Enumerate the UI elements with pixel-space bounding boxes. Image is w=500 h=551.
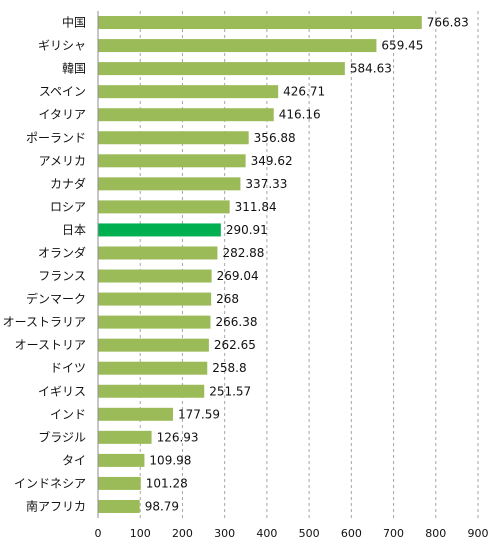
category-label: 南アフリカ — [26, 498, 86, 513]
x-tick-label: 500 — [299, 527, 320, 540]
value-label: 109.98 — [149, 453, 191, 467]
bar — [98, 361, 208, 375]
bar — [98, 338, 209, 352]
category-label: オランダ — [38, 245, 86, 260]
category-label: アメリカ — [39, 154, 86, 168]
x-tick-label: 400 — [256, 527, 277, 540]
bar — [98, 246, 218, 260]
bar — [98, 315, 211, 329]
bar — [98, 16, 422, 30]
category-label: タイ — [62, 453, 86, 467]
bar — [98, 200, 230, 214]
category-label: カナダ — [50, 176, 86, 191]
category-label: イタリア — [38, 108, 86, 122]
bar — [98, 85, 279, 99]
value-label: 269.04 — [217, 269, 259, 283]
x-tick-label: 200 — [172, 527, 193, 540]
bar — [98, 62, 345, 76]
value-label: 98.79 — [145, 499, 179, 513]
bar — [98, 407, 173, 421]
category-label: ドイツ — [50, 361, 86, 375]
value-label: 311.84 — [235, 200, 277, 214]
category-label: フランス — [38, 269, 86, 283]
category-label: インド — [50, 407, 86, 421]
category-label: 日本 — [62, 223, 86, 237]
category-label: インドネシア — [14, 476, 86, 490]
bar — [98, 453, 145, 467]
value-label: 290.91 — [226, 223, 268, 237]
x-tick-labels: 0 100 200 300 400 500 600 700 800 900 — [95, 527, 489, 540]
value-label: 262.65 — [214, 338, 256, 352]
category-label: イギリス — [38, 384, 86, 398]
value-label: 282.88 — [222, 246, 264, 260]
category-label: ブラジル — [38, 429, 86, 444]
category-label: オーストリア — [15, 338, 86, 352]
value-label: 337.33 — [245, 177, 287, 191]
category-label: 中国 — [62, 15, 86, 30]
x-tick-label: 800 — [425, 527, 446, 540]
value-label: 258.8 — [212, 361, 246, 375]
category-label: ロシア — [50, 200, 86, 214]
category-labels: 中国ギリシャ韓国スペインイタリアポーランドアメリカカナダロシア日本オランダフラン… — [3, 15, 86, 514]
x-tick-label: 900 — [468, 527, 489, 540]
bar — [98, 476, 141, 490]
category-label: オーストラリア — [3, 315, 86, 329]
value-label: 584.63 — [350, 62, 392, 76]
value-label: 251.57 — [209, 384, 251, 398]
category-label: デンマーク — [26, 291, 86, 306]
bar — [98, 177, 241, 191]
bar — [98, 108, 274, 122]
value-label: 126.93 — [157, 430, 199, 444]
bar — [98, 223, 221, 237]
x-tick-label: 300 — [214, 527, 235, 540]
value-label: 101.28 — [146, 476, 188, 490]
bar — [98, 154, 246, 168]
value-label: 266.38 — [215, 315, 257, 329]
x-tick-label: 700 — [383, 527, 404, 540]
value-label: 766.83 — [427, 16, 469, 30]
value-label: 349.62 — [251, 154, 293, 168]
bar — [98, 430, 152, 444]
value-label: 268 — [216, 292, 239, 306]
category-label: スペイン — [39, 85, 86, 99]
bar — [98, 269, 212, 283]
value-label: 659.45 — [381, 39, 423, 53]
bar — [98, 384, 205, 398]
value-label: 416.16 — [279, 108, 321, 122]
bar — [98, 499, 140, 513]
category-label: ギリシャ — [38, 39, 86, 53]
value-label: 177.59 — [178, 407, 220, 421]
category-label: ポーランド — [26, 131, 86, 145]
x-tick-label: 0 — [95, 527, 102, 540]
x-tick-label: 100 — [130, 527, 151, 540]
bars — [98, 16, 422, 513]
bar — [98, 131, 249, 145]
category-label: 韓国 — [62, 62, 86, 76]
x-tick-label: 600 — [341, 527, 362, 540]
value-label: 426.71 — [283, 85, 325, 99]
value-labels: 766.83 659.45 584.63 426.71 416.16 356.88 349.… — [145, 16, 469, 514]
value-label: 356.88 — [254, 131, 296, 145]
bar — [98, 292, 212, 306]
bar — [98, 39, 377, 53]
